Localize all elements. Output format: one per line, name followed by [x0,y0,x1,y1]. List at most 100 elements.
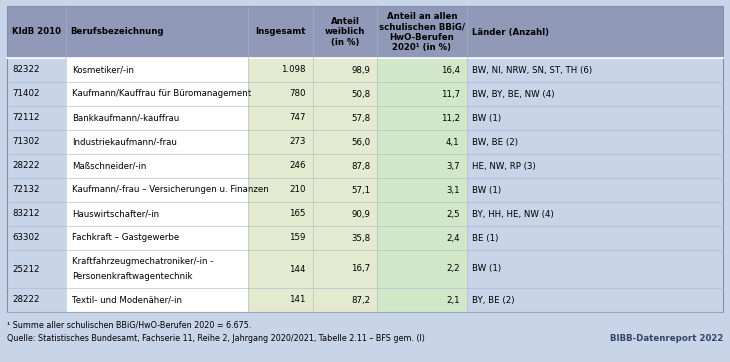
Text: Kaufmann/-frau – Versicherungen u. Finanzen: Kaufmann/-frau – Versicherungen u. Finan… [72,185,269,194]
Bar [248,250,312,288]
Text: BY, BE (2): BY, BE (2) [472,295,514,304]
Bar [248,106,312,130]
Text: Insgesamt: Insgesamt [255,28,306,37]
Text: Industriekaufmann/-frau: Industriekaufmann/-frau [72,138,177,147]
Bar [466,226,723,250]
Text: 1.098: 1.098 [281,66,306,75]
Text: 2,5: 2,5 [446,210,460,219]
Bar [466,202,723,226]
Bar [248,154,312,178]
Text: BE (1): BE (1) [472,233,498,243]
Text: BIBB-Datenreport 2022: BIBB-Datenreport 2022 [610,334,723,343]
Bar [377,6,466,58]
Text: 87,8: 87,8 [351,161,370,171]
Text: 56,0: 56,0 [351,138,370,147]
Text: 90,9: 90,9 [351,210,370,219]
Text: 16,4: 16,4 [440,66,460,75]
Bar [66,82,248,106]
Text: 72112: 72112 [12,114,39,122]
Text: 4,1: 4,1 [446,138,460,147]
Bar [312,58,377,82]
Text: 35,8: 35,8 [351,233,370,243]
Bar [377,226,466,250]
Bar [7,202,66,226]
Text: Kosmetiker/-in: Kosmetiker/-in [72,66,134,75]
Text: 50,8: 50,8 [351,89,370,98]
Bar [466,250,723,288]
Text: 28222: 28222 [12,295,39,304]
Text: BW, BE (2): BW, BE (2) [472,138,518,147]
Bar [312,288,377,312]
Bar [466,178,723,202]
Bar [312,154,377,178]
Bar [248,82,312,106]
Text: HE, NW, RP (3): HE, NW, RP (3) [472,161,535,171]
Text: 87,2: 87,2 [351,295,370,304]
Text: ¹ Summe aller schulischen BBiG/HwO-Berufen 2020 = 6.675.: ¹ Summe aller schulischen BBiG/HwO-Beruf… [7,320,251,329]
Bar [7,250,66,288]
Text: Hauswirtschafter/-in: Hauswirtschafter/-in [72,210,159,219]
Bar [466,82,723,106]
Bar [66,58,248,82]
Bar [66,288,248,312]
Bar [377,202,466,226]
Text: Kraftfahrzeugmechatroniker/-in -: Kraftfahrzeugmechatroniker/-in - [72,257,213,266]
Bar [312,6,377,58]
Text: Personenkraftwagentechnik: Personenkraftwagentechnik [72,272,192,281]
Bar [312,250,377,288]
Bar [248,6,312,58]
Text: 210: 210 [289,185,306,194]
Text: Fachkraft – Gastgewerbe: Fachkraft – Gastgewerbe [72,233,179,243]
Bar [466,288,723,312]
Bar [377,106,466,130]
Text: 71302: 71302 [12,138,39,147]
Bar [248,226,312,250]
Bar [66,154,248,178]
Bar [248,178,312,202]
Bar [377,288,466,312]
Text: 159: 159 [289,233,306,243]
Text: BY, HH, HE, NW (4): BY, HH, HE, NW (4) [472,210,553,219]
Text: Bankkaufmann/-kauffrau: Bankkaufmann/-kauffrau [72,114,179,122]
Text: 2,4: 2,4 [446,233,460,243]
Text: 165: 165 [289,210,306,219]
Text: Kaufmann/Kauffrau für Büromanagement: Kaufmann/Kauffrau für Büromanagement [72,89,251,98]
Bar [466,130,723,154]
Text: 3,1: 3,1 [446,185,460,194]
Bar [312,226,377,250]
Bar [466,106,723,130]
Text: 780: 780 [289,89,306,98]
Bar [7,178,66,202]
Text: 82322: 82322 [12,66,39,75]
Bar [466,6,723,58]
Text: 25212: 25212 [12,265,39,274]
Bar [66,6,248,58]
Text: 83212: 83212 [12,210,39,219]
Text: 2,2: 2,2 [446,265,460,274]
Bar [66,130,248,154]
Bar [312,178,377,202]
Text: BW, NI, NRW, SN, ST, TH (6): BW, NI, NRW, SN, ST, TH (6) [472,66,592,75]
Text: KldB 2010: KldB 2010 [12,28,61,37]
Text: BW (1): BW (1) [472,114,501,122]
Bar [466,58,723,82]
Text: 747: 747 [289,114,306,122]
Bar [7,154,66,178]
Text: Maßschneider/-in: Maßschneider/-in [72,161,146,171]
Bar [66,226,248,250]
Bar [66,178,248,202]
Bar [248,288,312,312]
Bar [248,202,312,226]
Bar [312,202,377,226]
Bar [7,288,66,312]
Text: Anteil
weiblich
(in %): Anteil weiblich (in %) [325,17,365,47]
Bar [66,202,248,226]
Text: 273: 273 [289,138,306,147]
Text: Quelle: Statistisches Bundesamt, Fachserie 11, Reihe 2, Jahrgang 2020/2021, Tabe: Quelle: Statistisches Bundesamt, Fachser… [7,334,425,343]
Text: 144: 144 [289,265,306,274]
Bar [377,250,466,288]
Text: Anteil an allen
schulischen BBiG/
HwO-Berufen
2020¹ (in %): Anteil an allen schulischen BBiG/ HwO-Be… [379,12,465,52]
Text: 11,2: 11,2 [440,114,460,122]
Bar [7,6,66,58]
Bar [377,178,466,202]
